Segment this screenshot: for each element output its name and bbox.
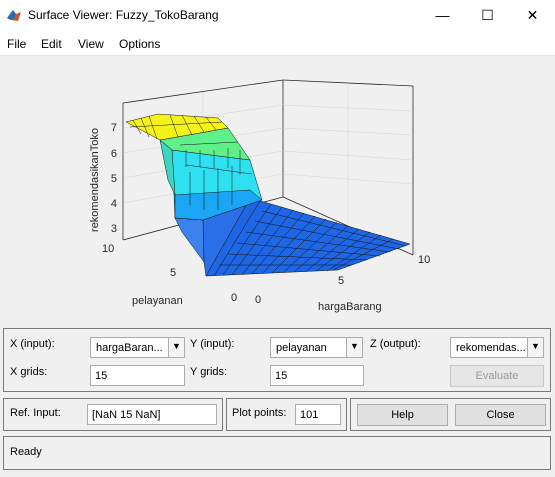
ref-input-field[interactable]: [NaN 15 NaN] (87, 404, 217, 425)
maximize-icon: ☐ (481, 6, 494, 23)
x-grids-label: X grids: (10, 366, 48, 378)
close-button[interactable]: Close (455, 404, 546, 426)
matlab-icon (7, 10, 21, 21)
x-input-dropdown[interactable]: hargaBaran... ▼ (90, 337, 185, 358)
minimize-icon: — (435, 7, 450, 23)
menu-file[interactable]: File (7, 37, 27, 51)
z-output-dropdown[interactable]: rekomendas... ▼ (450, 337, 544, 358)
surface-plot[interactable]: 7 6 5 4 3 rekomendasikanToko 10 5 0 pela… (0, 57, 555, 323)
x-grids-input[interactable]: 15 (90, 365, 185, 386)
z-axis-label: rekomendasikanToko (89, 128, 101, 232)
x-input-value: hargaBaran... (96, 342, 163, 354)
help-button[interactable]: Help (357, 404, 448, 426)
menu-options[interactable]: Options (119, 37, 161, 51)
y-input-value: pelayanan (276, 342, 327, 354)
z-output-label: Z (output): (370, 338, 421, 350)
plot-points-label: Plot points: (232, 407, 287, 419)
maximize-button[interactable]: ☐ (465, 0, 510, 30)
y-tick: 5 (170, 267, 176, 279)
close-icon: ✕ (526, 6, 539, 23)
z-tick: 6 (111, 148, 117, 160)
surface-plot-area[interactable]: 7 6 5 4 3 rekomendasikanToko 10 5 0 pela… (0, 57, 555, 323)
evaluate-button[interactable]: Evaluate (450, 365, 544, 387)
z-tick: 3 (111, 223, 117, 235)
x-tick: 10 (418, 254, 430, 266)
chevron-down-icon: ▼ (168, 338, 184, 357)
window-title: Surface Viewer: Fuzzy_TokoBarang (28, 8, 219, 22)
close-window-button[interactable]: ✕ (510, 0, 555, 30)
z-tick: 7 (111, 122, 117, 134)
title-bar: Surface Viewer: Fuzzy_TokoBarang — ☐ ✕ (0, 0, 555, 30)
x-input-label: X (input): (10, 338, 55, 350)
chevron-down-icon: ▼ (527, 338, 543, 357)
x-tick: 0 (255, 294, 261, 306)
y-grids-label: Y grids: (190, 366, 228, 378)
menu-edit[interactable]: Edit (41, 37, 62, 51)
plot-points-input[interactable]: 101 (295, 404, 341, 425)
status-text: Ready (10, 446, 42, 458)
y-axis-label: pelayanan (132, 295, 183, 307)
x-tick: 5 (338, 275, 344, 287)
y-axis-ticks: 10 5 0 (102, 243, 237, 304)
minimize-button[interactable]: — (420, 0, 465, 30)
z-tick: 5 (111, 173, 117, 185)
z-tick: 4 (111, 198, 117, 210)
axis-selection-panel: X (input): hargaBaran... ▼ Y (input): pe… (3, 328, 551, 392)
chevron-down-icon: ▼ (346, 338, 362, 357)
x-axis-ticks: 0 5 10 (255, 254, 430, 306)
status-bar: Ready (3, 436, 551, 470)
y-input-dropdown[interactable]: pelayanan ▼ (270, 337, 363, 358)
plot-points-panel: Plot points: 101 (226, 398, 347, 431)
ref-input-label: Ref. Input: (10, 407, 61, 419)
menu-bar: File Edit View Options (0, 30, 555, 56)
ref-input-panel: Ref. Input: [NaN 15 NaN] (3, 398, 223, 431)
y-tick: 0 (231, 292, 237, 304)
y-grids-input[interactable]: 15 (270, 365, 364, 386)
z-output-value: rekomendas... (456, 342, 526, 354)
y-input-label: Y (input): (190, 338, 235, 350)
surface-mesh (125, 113, 411, 277)
x-axis-label: hargaBarang (318, 301, 382, 313)
menu-view[interactable]: View (78, 37, 104, 51)
y-tick: 10 (102, 243, 114, 255)
z-axis-ticks: 7 6 5 4 3 (111, 122, 117, 235)
buttons-panel: Help Close (350, 398, 551, 431)
